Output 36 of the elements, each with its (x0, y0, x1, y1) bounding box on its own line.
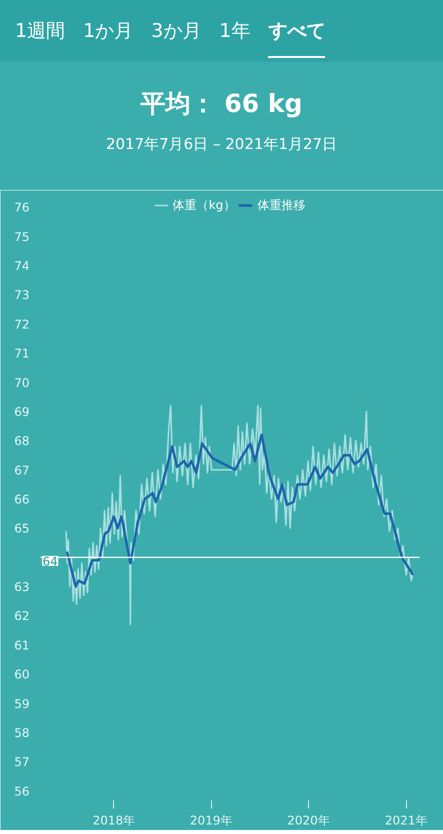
chart-subtitle: 2017年7月6日 – 2021年1月27日 (104, 134, 338, 155)
x-tick-label: 2019年 (190, 814, 232, 828)
ref-line-label: 64 (42, 554, 58, 568)
y-tick-label: 60 (14, 668, 30, 682)
chart-title: 平均： 66 kg (140, 88, 304, 120)
y-tick-label: 71 (14, 346, 30, 361)
legend-label: 体重（kg） (172, 196, 236, 214)
y-tick-label: 72 (14, 317, 30, 332)
y-tick-label: 68 (14, 434, 30, 448)
y-tick-label: 75 (14, 230, 30, 244)
text: 1か月 (83, 20, 134, 44)
y-tick-label: 74 (14, 259, 30, 274)
y-tick-label: 59 (14, 696, 30, 711)
y-tick-label: 58 (14, 726, 30, 740)
y-tick-label: 70 (14, 376, 30, 390)
y-tick-label: 69 (14, 404, 30, 419)
text: 1年 (219, 20, 250, 44)
y-tick-label: 76 (14, 200, 30, 215)
y-tick-label: 73 (14, 288, 30, 302)
legend-label: 体重推移 (257, 196, 306, 214)
x-tick-label: 2020年 (287, 814, 330, 828)
x-tick-label: 2018年 (92, 814, 136, 828)
text: すべて (268, 20, 326, 58)
y-tick-label: 65 (14, 522, 30, 536)
line-series (65, 404, 414, 626)
x-tick-label: 2021年 (384, 814, 428, 828)
y-tick-label: 62 (14, 609, 30, 624)
y-tick-label: 66 (14, 492, 30, 506)
y-tick-label: 63 (14, 580, 30, 594)
y-tick-label: 57 (14, 755, 30, 770)
y-tick-label: 67 (14, 463, 30, 478)
y-tick-label: 56 (14, 784, 30, 798)
line-series (66, 434, 414, 588)
y-tick-label: 61 (14, 638, 30, 652)
text: 3か月 (151, 20, 202, 44)
text: 1週間 (15, 20, 66, 44)
